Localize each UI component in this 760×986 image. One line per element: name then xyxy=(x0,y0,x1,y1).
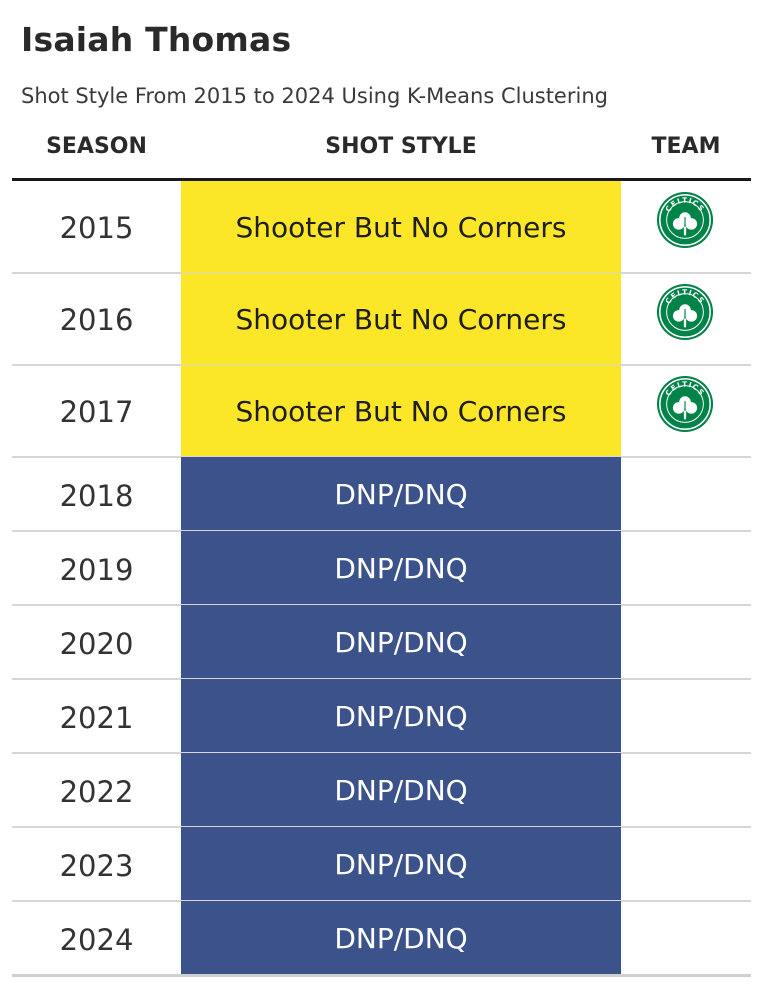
shot-style-cell: Shooter But No Corners xyxy=(181,181,621,273)
chart-title: Isaiah Thomas xyxy=(21,20,292,59)
table-bottom-rule xyxy=(12,974,751,977)
season-cell: 2017 xyxy=(59,395,134,429)
season-cell: 2018 xyxy=(59,479,134,513)
shot-style-cell: DNP/DNQ xyxy=(181,827,621,901)
table-row: 2023 DNP/DNQ xyxy=(12,827,751,901)
team-cell xyxy=(621,679,751,753)
shot-style-cell: DNP/DNQ xyxy=(181,531,621,605)
team-cell xyxy=(621,753,751,827)
team-cell: CELTICS xyxy=(621,365,751,457)
header-season: SEASON xyxy=(46,134,147,159)
table-row: 2019 DNP/DNQ xyxy=(12,531,751,605)
shot-style-cell: Shooter But No Corners xyxy=(181,273,621,365)
table-row: 2022 DNP/DNQ xyxy=(12,753,751,827)
season-cell: 2023 xyxy=(59,849,134,883)
chart-subtitle: Shot Style From 2015 to 2024 Using K-Mea… xyxy=(21,84,608,108)
shot-style-cell: DNP/DNQ xyxy=(181,457,621,531)
header-shot-style: SHOT STYLE xyxy=(325,134,477,159)
table-row: 2015 Shooter But No Corners CELTICS xyxy=(12,181,751,273)
shot-style-cell: Shooter But No Corners xyxy=(181,365,621,457)
header-rule xyxy=(12,178,751,181)
team-cell xyxy=(621,457,751,531)
season-cell: 2019 xyxy=(59,553,134,587)
celtics-logo-icon: CELTICS xyxy=(656,283,714,341)
season-cell: 2021 xyxy=(59,701,134,735)
team-cell xyxy=(621,531,751,605)
table-row: 2018 DNP/DNQ xyxy=(12,457,751,531)
team-cell xyxy=(621,827,751,901)
shot-style-cell: DNP/DNQ xyxy=(181,679,621,753)
season-cell: 2022 xyxy=(59,775,134,809)
celtics-logo-icon: CELTICS xyxy=(656,375,714,433)
celtics-logo-icon: CELTICS xyxy=(656,191,714,249)
season-cell: 2020 xyxy=(59,627,134,661)
table-row: 2016 Shooter But No Corners CELTICS xyxy=(12,273,751,365)
shot-style-cell: DNP/DNQ xyxy=(181,901,621,976)
team-cell xyxy=(621,605,751,679)
header-team: TEAM xyxy=(651,134,721,159)
season-cell: 2016 xyxy=(59,303,134,337)
team-cell xyxy=(621,901,751,975)
table-row: 2021 DNP/DNQ xyxy=(12,679,751,753)
team-cell: CELTICS xyxy=(621,273,751,365)
season-cell: 2015 xyxy=(59,211,134,245)
table-row: 2017 Shooter But No Corners CELTICS xyxy=(12,365,751,457)
season-cell: 2024 xyxy=(59,923,134,957)
table-row: 2024 DNP/DNQ xyxy=(12,901,751,976)
team-cell: CELTICS xyxy=(621,181,751,273)
table-row: 2020 DNP/DNQ xyxy=(12,605,751,679)
shot-style-cell: DNP/DNQ xyxy=(181,753,621,827)
shot-style-cell: DNP/DNQ xyxy=(181,605,621,679)
